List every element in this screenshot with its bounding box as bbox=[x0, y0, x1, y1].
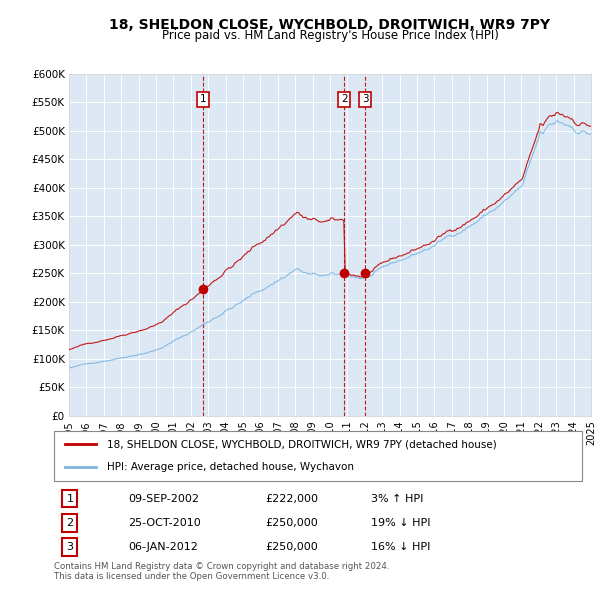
Text: 19% ↓ HPI: 19% ↓ HPI bbox=[371, 518, 430, 528]
Text: £250,000: £250,000 bbox=[265, 542, 318, 552]
Text: £222,000: £222,000 bbox=[265, 494, 318, 503]
Text: £250,000: £250,000 bbox=[265, 518, 318, 528]
Text: 2: 2 bbox=[66, 518, 73, 528]
Text: 06-JAN-2012: 06-JAN-2012 bbox=[128, 542, 198, 552]
FancyBboxPatch shape bbox=[54, 431, 582, 481]
Text: 3: 3 bbox=[362, 94, 368, 104]
Text: Price paid vs. HM Land Registry's House Price Index (HPI): Price paid vs. HM Land Registry's House … bbox=[161, 30, 499, 42]
Text: 1: 1 bbox=[199, 94, 206, 104]
Text: 1: 1 bbox=[67, 494, 73, 503]
Text: 2: 2 bbox=[341, 94, 347, 104]
Text: 18, SHELDON CLOSE, WYCHBOLD, DROITWICH, WR9 7PY (detached house): 18, SHELDON CLOSE, WYCHBOLD, DROITWICH, … bbox=[107, 439, 497, 449]
Text: HPI: Average price, detached house, Wychavon: HPI: Average price, detached house, Wych… bbox=[107, 463, 354, 473]
Text: 09-SEP-2002: 09-SEP-2002 bbox=[128, 494, 199, 503]
Text: 3: 3 bbox=[67, 542, 73, 552]
Text: 18, SHELDON CLOSE, WYCHBOLD, DROITWICH, WR9 7PY: 18, SHELDON CLOSE, WYCHBOLD, DROITWICH, … bbox=[109, 18, 551, 32]
Text: 16% ↓ HPI: 16% ↓ HPI bbox=[371, 542, 430, 552]
Text: 3% ↑ HPI: 3% ↑ HPI bbox=[371, 494, 423, 503]
Text: 25-OCT-2010: 25-OCT-2010 bbox=[128, 518, 200, 528]
Text: Contains HM Land Registry data © Crown copyright and database right 2024.
This d: Contains HM Land Registry data © Crown c… bbox=[54, 562, 389, 581]
